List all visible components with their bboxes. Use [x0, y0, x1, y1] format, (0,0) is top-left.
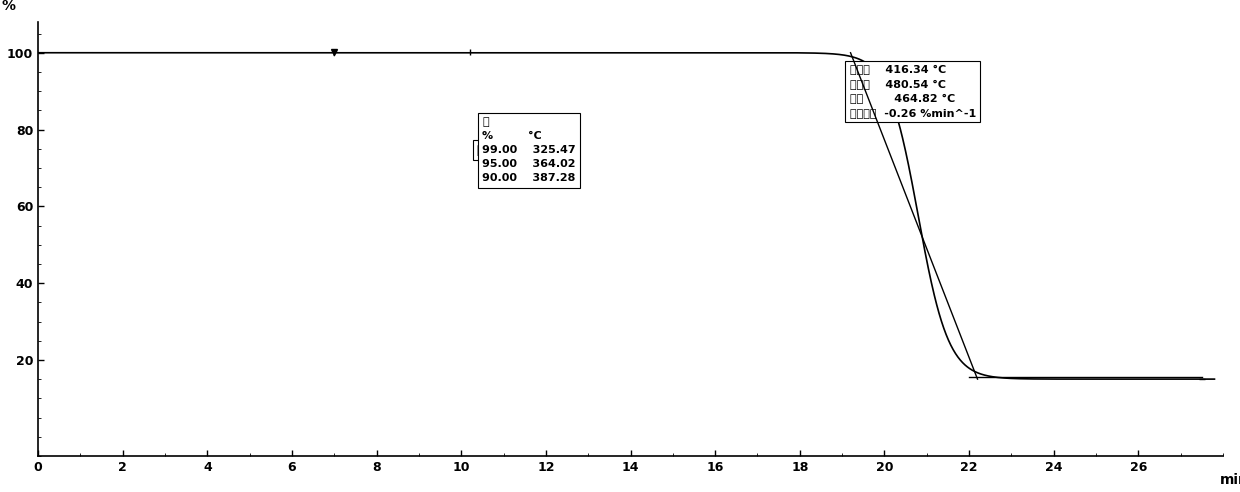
X-axis label: min: min — [1220, 473, 1240, 487]
Text: 表: 表 — [476, 144, 484, 156]
Text: 表
%         °C
99.00    325.47
95.00    364.02
90.00    387.28: 表 % °C 99.00 325.47 95.00 364.02 90.00 3… — [482, 118, 577, 184]
Text: 起始点    416.34 °C
终止点    480.54 °C
拐点        464.82 °C
弯曲斜率  -0.26 %min^-1: 起始点 416.34 °C 终止点 480.54 °C 拐点 464.82 °C… — [849, 65, 976, 118]
Y-axis label: %: % — [1, 0, 15, 13]
